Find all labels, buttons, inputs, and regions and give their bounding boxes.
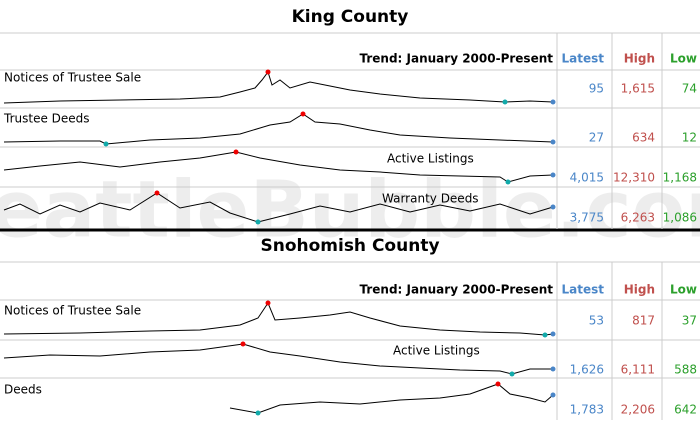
latest-value: 1,626 [570, 363, 604, 377]
row-label: Active Listings [387, 152, 474, 166]
high-header: High [624, 52, 655, 66]
section-title: Snohomish County [260, 236, 439, 256]
row-label: Notices of Trustee Sale [4, 71, 141, 85]
high-value: 817 [632, 314, 655, 328]
high-value: 6,263 [621, 211, 655, 225]
trend-header: Trend: January 2000-Present [360, 283, 554, 297]
latest-value: 27 [589, 131, 604, 145]
latest-header: Latest [562, 283, 605, 297]
latest-value: 53 [589, 314, 604, 328]
high-value: 634 [632, 131, 655, 145]
row-label: Notices of Trustee Sale [4, 304, 141, 318]
latest-value: 4,015 [570, 171, 604, 185]
trend-header: Trend: January 2000-Present [360, 52, 554, 66]
latest-header: Latest [562, 52, 605, 66]
high-header: High [624, 283, 655, 297]
low-value: 37 [682, 314, 697, 328]
low-header: Low [670, 52, 697, 66]
high-value: 2,206 [621, 403, 655, 417]
section-title: King County [292, 7, 409, 27]
low-value: 642 [674, 403, 697, 417]
latest-value: 95 [589, 82, 604, 96]
row-label: Warranty Deeds [382, 192, 479, 206]
watermark: SeattleBubble.com [0, 165, 700, 255]
low-value: 12 [682, 131, 697, 145]
high-value: 12,310 [613, 171, 655, 185]
sparklines [3, 300, 556, 416]
low-value: 1,086 [663, 211, 697, 225]
row-label: Active Listings [393, 344, 480, 358]
latest-value: 3,775 [570, 211, 604, 225]
row-label: Deeds [4, 383, 42, 397]
low-value: 1,168 [663, 171, 697, 185]
low-value: 74 [682, 82, 697, 96]
separators [0, 32, 700, 420]
low-header: Low [670, 283, 697, 297]
latest-value: 1,783 [570, 403, 604, 417]
sparklines [3, 69, 556, 225]
high-value: 1,615 [621, 82, 655, 96]
high-value: 6,111 [621, 363, 655, 377]
row-label: Trustee Deeds [3, 112, 90, 126]
low-value: 588 [674, 363, 697, 377]
